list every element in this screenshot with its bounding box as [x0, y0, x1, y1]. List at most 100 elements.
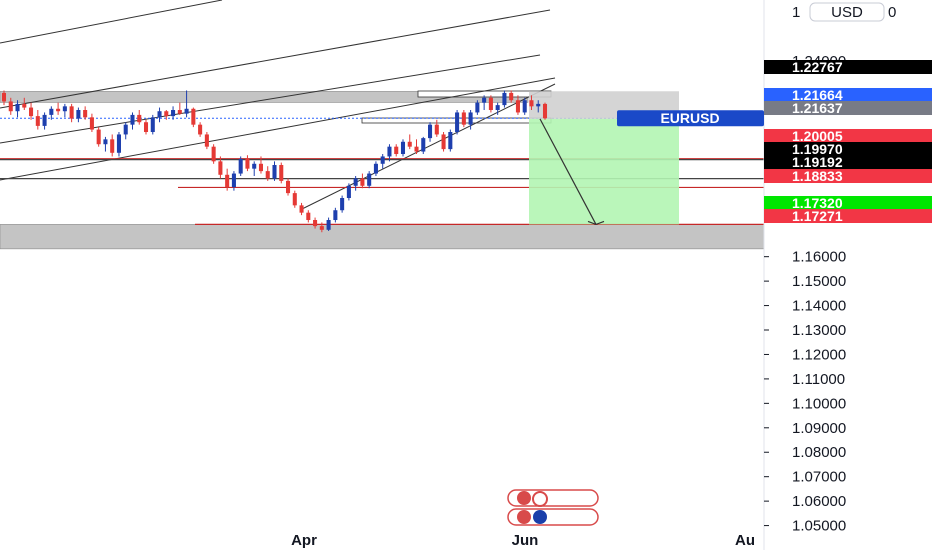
candle-body: [29, 107, 34, 117]
candle-body: [407, 141, 412, 147]
candle-body: [536, 103, 541, 107]
candle-body: [164, 111, 169, 117]
candle-body: [299, 205, 304, 213]
x-tick-label: Au: [735, 532, 755, 549]
candle-body: [238, 158, 243, 174]
candle-body: [177, 110, 182, 114]
price-label-bg: [764, 169, 932, 183]
candle-body: [198, 124, 203, 135]
candle-body: [353, 178, 358, 186]
price-label: 1.19192: [792, 154, 843, 170]
us-flag-icon: [517, 491, 531, 505]
trend-line: [0, 0, 223, 44]
candle-body: [62, 106, 67, 112]
y-tick-label: 1.06000: [792, 493, 846, 510]
candle-body: [211, 146, 216, 162]
candle-body: [475, 102, 480, 113]
symbol-label: EURUSD: [660, 110, 719, 126]
us-flag-frame: [507, 489, 599, 507]
price-label: 1.21637: [792, 100, 843, 116]
candle-body: [15, 103, 20, 112]
candle-body: [373, 163, 378, 174]
eu-flag-frame: [507, 508, 599, 526]
y-tick-label: 1.10000: [792, 395, 846, 412]
eu-flag-icon: [533, 510, 547, 524]
candle-body: [76, 110, 81, 119]
projection-arrow: [539, 118, 597, 225]
candle-body: [130, 114, 135, 125]
axis-partial-label: 1: [792, 4, 800, 21]
candle-body: [394, 146, 399, 155]
price-label-bg: [764, 142, 932, 156]
candle-body: [150, 117, 155, 133]
candle-body: [421, 138, 426, 152]
candle-body: [488, 97, 493, 111]
candle-body: [522, 100, 527, 113]
price-label: 1.19970: [792, 141, 843, 157]
price-label-bg: [764, 60, 932, 74]
candle-body: [400, 141, 406, 155]
candle-body: [69, 106, 74, 119]
candle-body: [22, 103, 27, 108]
x-tick-label: Apr: [291, 532, 317, 549]
candle-body: [123, 124, 128, 135]
trend-line: [0, 77, 556, 181]
price-label-bg: [764, 196, 932, 210]
candle-body: [306, 212, 311, 221]
candle-body: [171, 110, 176, 117]
candle-body: [231, 173, 236, 188]
candle-body: [191, 108, 196, 125]
currency-button[interactable]: USD: [809, 2, 885, 22]
eu-flag-icon: [517, 510, 531, 524]
trend-line: [299, 83, 556, 211]
candle-body: [448, 132, 453, 150]
candle-body: [272, 165, 277, 179]
currency-button-label: USD: [831, 4, 863, 21]
candle-body: [319, 226, 324, 230]
candle-body: [96, 129, 101, 145]
candle-body: [252, 163, 257, 169]
candle-body: [137, 114, 142, 123]
candle-body: [258, 163, 264, 172]
x-tick-label: Jun: [512, 532, 539, 549]
candle-body: [542, 103, 548, 119]
candle-body: [292, 193, 297, 206]
candle-body: [346, 185, 351, 199]
price-label: 1.21664: [792, 87, 843, 103]
symbol-tag: [617, 110, 764, 127]
candle-body: [184, 108, 189, 114]
candle-body: [279, 165, 284, 181]
price-label-bg: [764, 209, 932, 223]
candle-body: [204, 134, 209, 147]
arrow-head: [587, 220, 605, 226]
price-label-bg: [764, 88, 932, 102]
y-tick-label: 1.08000: [792, 444, 846, 461]
candle-body: [340, 198, 345, 211]
price-label: 1.17271: [792, 208, 843, 224]
candle-body: [49, 108, 54, 115]
candle-body: [89, 117, 94, 130]
candle-body: [116, 134, 121, 153]
candle-body: [143, 122, 149, 133]
candle-body: [245, 158, 250, 169]
candle-body: [428, 124, 433, 139]
candle-body: [225, 174, 230, 188]
y-tick-label: 1.05000: [792, 518, 846, 535]
candle-body: [360, 178, 365, 186]
candle-body: [83, 110, 88, 118]
candle-body: [35, 116, 40, 126]
candle-body: [110, 139, 115, 153]
event-flags: [507, 489, 599, 526]
candle-body: [461, 112, 466, 125]
currency-button-frame: [809, 2, 885, 22]
candle-body: [333, 210, 338, 221]
candle-body: [218, 161, 223, 175]
candle-body: [157, 111, 162, 118]
candle-body: [285, 180, 291, 194]
price-label: 1.22767: [792, 59, 843, 75]
support-zone: [0, 224, 765, 250]
y-tick-label: 1.09000: [792, 420, 846, 437]
price-label: 1.20005: [792, 128, 843, 144]
y-tick-label: 1.15000: [792, 273, 846, 290]
